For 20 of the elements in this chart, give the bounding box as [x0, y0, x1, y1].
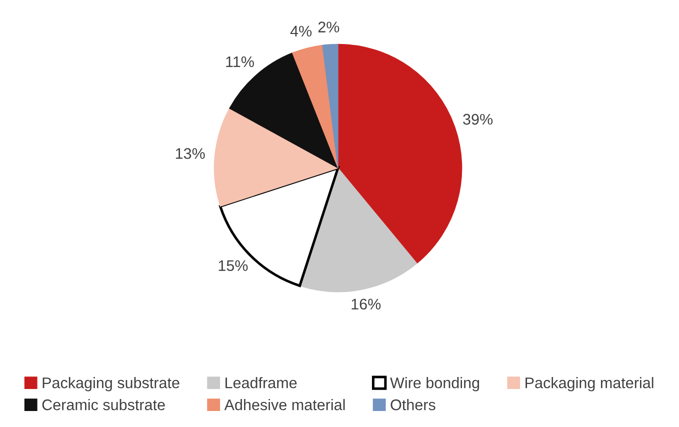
pie-slice: [214, 108, 338, 207]
legend-label: Ceramic substrate: [42, 399, 165, 410]
legend-label: Packaging material: [526, 377, 654, 392]
pie-slice: [299, 168, 418, 292]
pie-slice: [219, 166, 340, 287]
legend-label: Adhesive material: [224, 399, 345, 410]
data-label: 13%: [176, 148, 205, 159]
data-label: 11%: [226, 56, 254, 68]
data-label: 16%: [352, 298, 381, 310]
data-label: 2%: [318, 22, 340, 32]
data-label: 39%: [463, 114, 493, 125]
legend-label: Packaging substrate: [42, 377, 180, 392]
data-label: 15%: [218, 260, 248, 272]
pie-slice: [292, 44, 338, 168]
pie-slice: [338, 44, 462, 264]
legend-label: Wire bonding: [390, 377, 480, 392]
data-label: 4%: [290, 26, 312, 37]
legend-label: Leadframe: [226, 377, 297, 388]
pie-slice: [322, 44, 338, 168]
legend-label: Others: [390, 399, 436, 410]
